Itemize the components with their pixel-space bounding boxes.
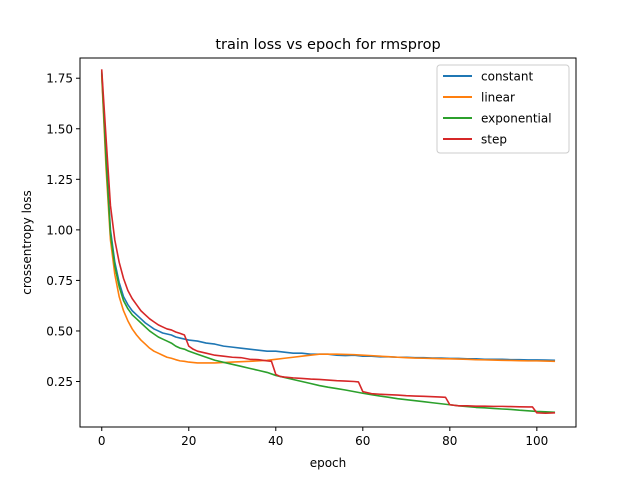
y-tick-label: 0.25 bbox=[46, 375, 73, 389]
legend-label-exponential: exponential bbox=[481, 112, 552, 126]
x-tick-label: 80 bbox=[442, 434, 457, 448]
x-tick-label: 40 bbox=[268, 434, 283, 448]
legend: constant linear exponential step bbox=[436, 64, 570, 154]
x-axis-label: epoch bbox=[310, 456, 347, 470]
y-tick-label: 1.25 bbox=[46, 173, 73, 187]
y-tick-label: 0.50 bbox=[46, 324, 73, 338]
y-tick-label: 1.75 bbox=[46, 72, 73, 86]
legend-box bbox=[436, 64, 570, 154]
series-line-step bbox=[100, 69, 556, 415]
series-line-linear bbox=[100, 75, 556, 364]
y-axis-ticks: 0.25 0.50 0.75 1.00 1.25 1.50 1.75 bbox=[46, 72, 80, 389]
x-tick-label: 0 bbox=[98, 434, 106, 448]
legend-label-constant: constant bbox=[481, 70, 533, 84]
legend-label-step: step bbox=[481, 133, 507, 147]
y-tick-label: 0.75 bbox=[46, 274, 73, 288]
y-axis-label: crossentropy loss bbox=[20, 190, 34, 295]
series-layer bbox=[100, 69, 556, 415]
legend-label-linear: linear bbox=[481, 91, 515, 105]
x-axis-ticks: 0 20 40 60 80 100 bbox=[98, 427, 548, 448]
y-tick-label: 1.50 bbox=[46, 122, 73, 136]
x-tick-label: 60 bbox=[355, 434, 370, 448]
plot-frame bbox=[79, 57, 577, 428]
x-tick-label: 20 bbox=[181, 434, 196, 448]
y-tick-label: 1.00 bbox=[46, 223, 73, 237]
chart-title: train loss vs epoch for rmsprop bbox=[215, 37, 440, 53]
x-tick-label: 100 bbox=[525, 434, 548, 448]
